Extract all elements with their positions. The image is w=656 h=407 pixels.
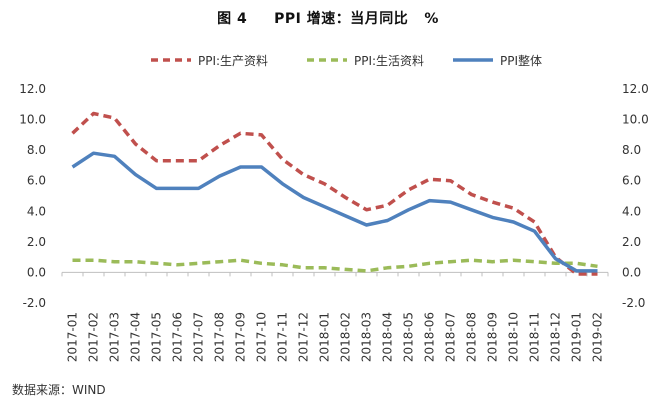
x-tick-label: 2017-02 [87, 312, 101, 362]
x-tick-label: 2018-03 [360, 312, 374, 362]
x-tick-label: 2018-02 [339, 312, 353, 362]
y-tick-label-right: 12.0 [622, 82, 649, 96]
y-tick-label-left: 0.0 [27, 265, 46, 279]
legend-item-living: PPI:生活资料 [306, 50, 424, 70]
y-tick-label-right: -2.0 [622, 296, 645, 310]
y-tick-label-left: -2.0 [23, 296, 46, 310]
legend-label-overall: PPI整体 [500, 53, 543, 68]
x-tick-label: 2018-04 [381, 312, 395, 362]
y-tick-label-right: 2.0 [622, 235, 641, 249]
y-tick-label-right: 8.0 [622, 143, 641, 157]
x-tick-label: 2018-10 [507, 312, 521, 362]
y-tick-label-right: 6.0 [622, 174, 641, 188]
y-tick-label-right: 4.0 [622, 204, 641, 218]
chart-legend: PPI:生产资料 PPI:生活资料 PPI整体 [0, 50, 656, 70]
chart-series [71, 111, 598, 276]
x-tick-label: 2018-12 [549, 312, 563, 362]
x-tick-label: 2019-01 [570, 312, 584, 362]
chart-axes: 12.0 12.0 10.0 10.0 8.0 8.0 6.0 6.0 4.0 4.0 2.0 2.0… [19, 82, 648, 310]
y-tick-label-left: 8.0 [27, 143, 46, 157]
x-tick-label: 2018-06 [423, 312, 437, 362]
y-tick-label-right: 10.0 [622, 113, 649, 127]
series-line-living [72, 258, 598, 273]
legend-swatch-overall [453, 58, 493, 62]
data-source-note: 数据来源：WIND [12, 383, 106, 397]
x-tick-label: 2018-05 [402, 312, 416, 362]
legend-item-production: PPI:生产资料 [150, 50, 268, 70]
y-tick-label-left: 4.0 [27, 204, 46, 218]
x-tick-label: 2017-05 [150, 312, 164, 362]
legend-swatch-living [307, 58, 347, 62]
y-tick-label-left: 2.0 [27, 235, 46, 249]
y-tick-label-left: 6.0 [27, 174, 46, 188]
x-tick-label: 2017-09 [234, 312, 248, 362]
x-tick-label: 2018-09 [486, 312, 500, 362]
x-tick-label: 2017-04 [129, 312, 143, 362]
legend-item-overall: PPI整体 [452, 50, 542, 70]
x-tick-label: 2017-01 [66, 312, 80, 362]
x-tick-label: 2018-07 [444, 312, 458, 362]
x-tick-label: 2017-07 [192, 312, 206, 362]
legend-label-living: PPI:生活资料 [354, 53, 425, 68]
y-tick-label-left: 10.0 [19, 113, 46, 127]
x-tick-label: 2017-03 [108, 312, 122, 362]
x-tick-label: 2017-08 [213, 312, 227, 362]
x-tick-label: 2018-11 [528, 312, 542, 362]
series-line-production [71, 111, 598, 276]
y-tick-label-right: 0.0 [622, 265, 641, 279]
x-tick-label: 2017-12 [297, 312, 311, 362]
x-tick-label: 2017-10 [255, 312, 269, 362]
x-tick-label: 2018-08 [465, 312, 479, 362]
x-tick-label: 2017-06 [171, 312, 185, 362]
chart-title: 图 4 PPI 增速：当月同比 % [217, 11, 439, 27]
legend-label-production: PPI:生产资料 [198, 53, 269, 68]
x-axis-labels: 2017-01 2017-02 2017-03 2017-04 2017-05 2017-… [66, 312, 605, 362]
x-tick-label: 2017-11 [276, 312, 290, 362]
x-tick-label: 2019-02 [591, 312, 605, 362]
x-tick-label: 2018-01 [318, 312, 332, 362]
series-line-overall [71, 151, 598, 273]
legend-swatch-production [151, 58, 191, 62]
y-tick-label-left: 12.0 [19, 82, 46, 96]
